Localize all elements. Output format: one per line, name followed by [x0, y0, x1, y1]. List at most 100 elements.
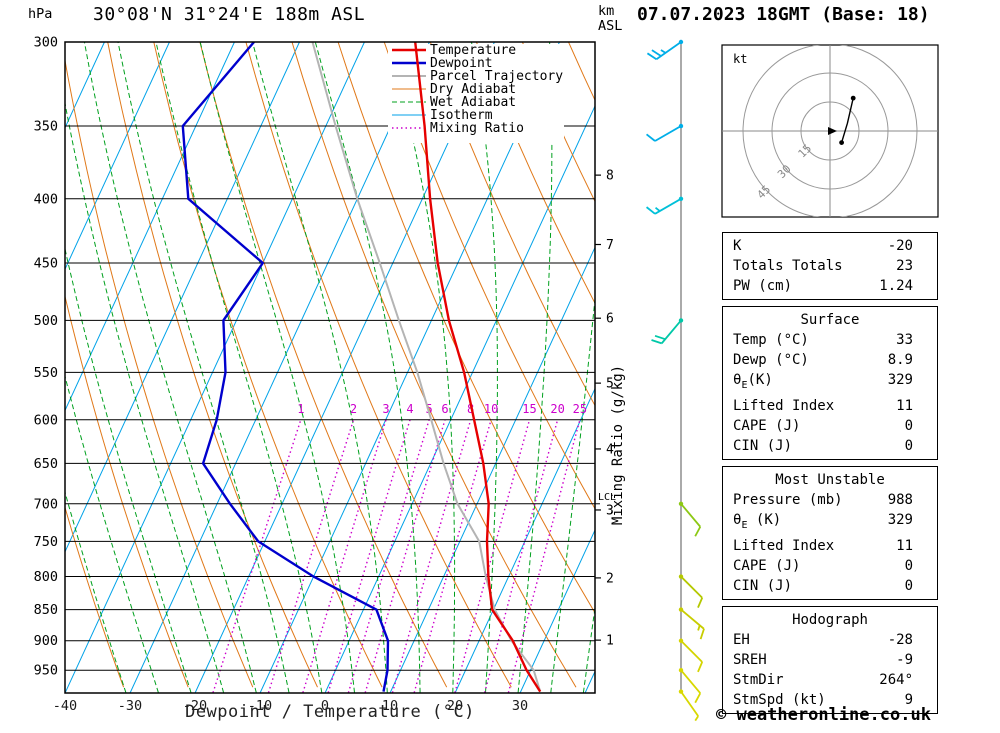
table-row: Lifted Index 11	[723, 536, 937, 556]
table-title: Hodograph	[792, 611, 868, 628]
wind-barb	[646, 39, 684, 60]
stats-table: Surface Temp (°C) 33 Dewp (°C) 8.9 θE(K) 329 Li…	[722, 306, 938, 460]
table-row: SREH -9	[723, 650, 937, 670]
svg-text:Parcel Trajectory: Parcel Trajectory	[430, 69, 563, 84]
svg-text:5: 5	[606, 377, 614, 392]
wet-adiabat-lines	[65, 42, 595, 693]
wind-barb	[678, 574, 704, 609]
stat-value: 11	[896, 397, 913, 414]
stat-value: 23	[896, 258, 913, 274]
isotherm-lines	[65, 42, 595, 693]
mixing-ratio-axis-label: Mixing Ratio (g/kg)	[610, 365, 626, 525]
stat-label: K	[733, 238, 742, 254]
stat-label: θE(K)	[733, 372, 773, 391]
altitude-axis-unit: km ASL	[598, 4, 622, 34]
dry-adiabat-lines	[65, 42, 595, 688]
altitude-unit-asl: ASL	[598, 18, 623, 34]
stat-label: Dewp (°C)	[733, 352, 809, 368]
svg-text:3: 3	[382, 402, 389, 416]
table-row: θE (K) 329	[723, 510, 937, 536]
svg-text:850: 850	[34, 602, 58, 618]
svg-text:3: 3	[606, 503, 614, 518]
stat-label: θE (K)	[733, 511, 782, 531]
svg-text:20: 20	[550, 402, 564, 416]
skewt-background	[65, 42, 595, 693]
svg-text:600: 600	[34, 412, 58, 428]
stat-value: 0	[904, 417, 913, 434]
stat-value: 9	[904, 691, 913, 708]
stat-value: 329	[887, 372, 913, 388]
svg-text:0: 0	[321, 698, 329, 714]
svg-text:6: 6	[606, 312, 614, 327]
svg-text:1: 1	[606, 634, 614, 649]
svg-text:900: 900	[34, 633, 58, 649]
stats-table: Most Unstable Pressure (mb) 988 θE (K) 329 Li…	[722, 465, 938, 600]
dewpoint-curve	[181, 42, 390, 692]
km-axis: 1 2 3 4 5 6 7 8	[595, 169, 614, 649]
table-row: θE(K) 329	[723, 370, 937, 396]
svg-text:4: 4	[606, 442, 614, 457]
svg-text:-30: -30	[118, 698, 142, 714]
svg-text:950: 950	[34, 663, 58, 679]
plot-border	[64, 41, 596, 694]
lcl-label: LCL	[598, 492, 616, 503]
svg-text:Temperature: Temperature	[430, 43, 516, 58]
svg-text:300: 300	[34, 35, 58, 51]
svg-text:4: 4	[406, 402, 413, 416]
svg-text:350: 350	[34, 119, 58, 135]
svg-text:-20: -20	[183, 698, 207, 714]
hodograph-trace	[840, 97, 854, 143]
stat-value: 264°	[879, 671, 913, 688]
table-row: Lifted Index 11	[723, 396, 937, 416]
mixing-ratio-lines	[212, 419, 581, 693]
table-row: Totals Totals 23	[723, 256, 937, 276]
stat-value: 329	[887, 511, 913, 528]
wind-barb	[678, 607, 705, 640]
stat-label: Lifted Index	[733, 537, 835, 554]
wind-barb	[678, 638, 704, 673]
svg-text:-10: -10	[248, 698, 272, 714]
svg-text:650: 650	[34, 456, 58, 472]
datetime-label: 07.07.2023 18GMT (Base: 18)	[637, 4, 930, 25]
pressure-axis-unit: hPa	[28, 6, 53, 22]
temperature-curve	[414, 42, 542, 693]
wind-barbs	[645, 39, 705, 722]
svg-text:700: 700	[34, 496, 58, 512]
wind-barb	[645, 196, 684, 215]
wind-barb	[678, 501, 702, 537]
svg-text:25: 25	[573, 402, 587, 416]
stat-value: -9	[896, 651, 913, 668]
stat-value: 0	[904, 557, 913, 574]
stat-value: -20	[887, 238, 913, 254]
svg-text:7: 7	[606, 238, 614, 253]
stat-label: Pressure (mb)	[733, 491, 843, 508]
stats-table: K -20 Totals Totals 23 PW (cm) 1.24	[722, 232, 938, 300]
temperature-axis-labels: -40 -30 -20 -10 0 10 20 30	[53, 698, 528, 714]
svg-text:2: 2	[350, 402, 357, 416]
stat-label: StmSpd (kt)	[733, 691, 826, 708]
svg-text:2: 2	[606, 571, 614, 586]
svg-text:400: 400	[34, 191, 58, 207]
table-row: CAPE (J) 0	[723, 556, 937, 576]
stats-table: Hodograph EH -28 SREH -9 StmDir 264° StmSpd (kt…	[722, 605, 938, 714]
table-row: StmSpd (kt) 9	[723, 690, 937, 710]
storm-motion-arrow	[828, 127, 837, 135]
wind-barb	[645, 123, 684, 142]
svg-text:750: 750	[34, 534, 58, 550]
table-row: CAPE (J) 0	[723, 416, 937, 436]
svg-text:450: 450	[34, 255, 58, 271]
stat-value: -28	[887, 631, 913, 648]
svg-text:550: 550	[34, 365, 58, 381]
svg-text:5: 5	[425, 402, 432, 416]
stat-label: CIN (J)	[733, 437, 793, 454]
pressure-axis-labels: 300 350 400 450 500 550 600 650 700 750 800 850 900 9…	[34, 35, 58, 679]
svg-text:6: 6	[441, 402, 448, 416]
wind-barb	[678, 689, 699, 722]
stat-value: 33	[896, 332, 913, 348]
svg-text:10: 10	[484, 402, 498, 416]
table-row: CIN (J) 0	[723, 576, 937, 596]
stat-label: StmDir	[733, 671, 784, 688]
